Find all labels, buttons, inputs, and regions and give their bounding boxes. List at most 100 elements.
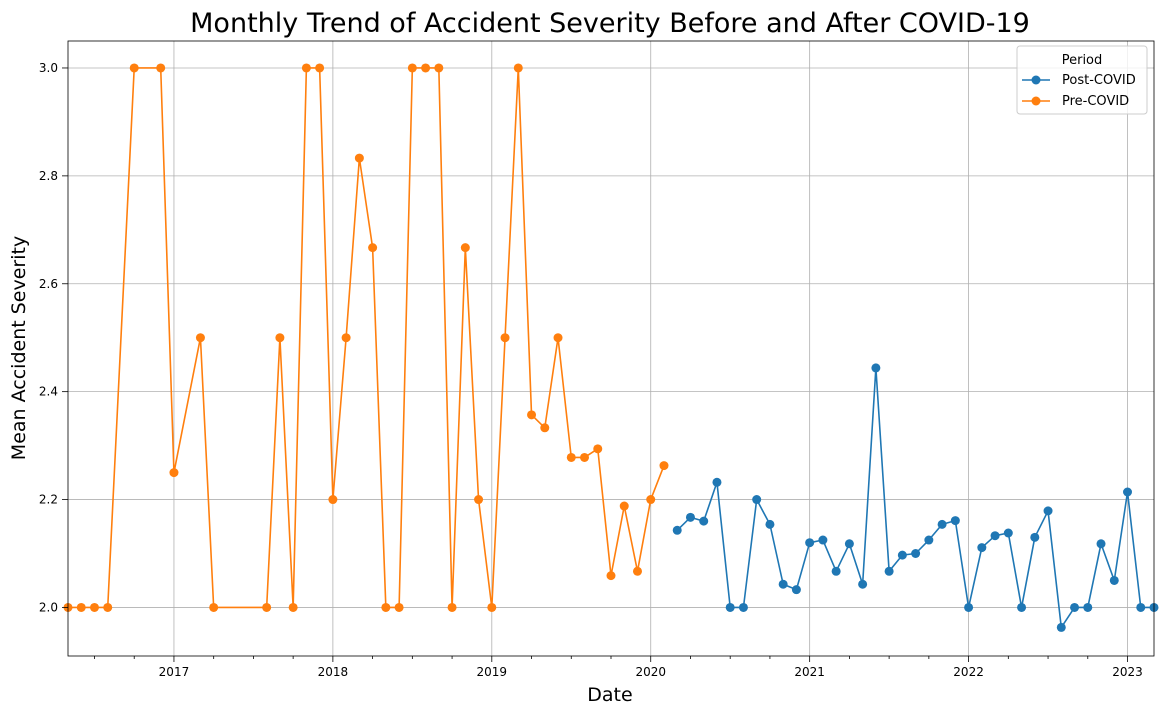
data-point-pre-covid: [447, 602, 457, 612]
data-point-post-covid: [1083, 602, 1093, 612]
x-axis-label: Date: [587, 684, 632, 706]
data-point-post-covid: [1136, 602, 1146, 612]
y-axis: 2.0 2.2 2.4 2.6 2.8 3.0: [39, 61, 68, 614]
data-point-pre-covid: [209, 602, 219, 612]
data-point-post-covid: [858, 579, 868, 589]
data-point-pre-covid: [275, 333, 285, 343]
data-point-post-covid: [765, 519, 775, 529]
data-point-pre-covid: [341, 333, 351, 343]
data-point-pre-covid: [407, 63, 417, 73]
data-point-pre-covid: [474, 495, 484, 505]
data-point-pre-covid: [500, 333, 510, 343]
data-point-post-covid: [752, 495, 762, 505]
data-point-post-covid: [1003, 528, 1013, 538]
data-point-post-covid: [937, 519, 947, 529]
data-point-post-covid: [778, 579, 788, 589]
data-point-pre-covid: [328, 495, 338, 505]
data-point-post-covid: [699, 516, 709, 526]
data-point-post-covid: [950, 516, 960, 526]
legend-title: Period: [1062, 53, 1103, 68]
data-point-pre-covid: [513, 63, 523, 73]
data-point-post-covid: [1123, 487, 1133, 497]
data-point-pre-covid: [368, 243, 378, 253]
data-point-pre-covid: [156, 63, 166, 73]
data-point-pre-covid: [129, 63, 139, 73]
legend: Period Post-COVID Pre-COVID: [1016, 45, 1148, 115]
data-point-post-covid: [1070, 602, 1080, 612]
data-point-pre-covid: [566, 452, 576, 462]
data-point-post-covid: [1030, 532, 1040, 542]
data-point-pre-covid: [580, 452, 590, 462]
data-point-pre-covid: [354, 153, 364, 163]
data-point-pre-covid: [593, 444, 603, 454]
x-tick-label: 2018: [318, 665, 349, 679]
grid: [68, 41, 1154, 656]
data-point-post-covid: [871, 363, 881, 373]
data-point-post-covid: [831, 566, 841, 576]
data-point-pre-covid: [460, 243, 470, 253]
data-point-post-covid: [805, 538, 815, 548]
data-point-post-covid: [1109, 575, 1119, 585]
data-point-post-covid: [672, 525, 682, 535]
data-point-pre-covid: [646, 495, 656, 505]
data-point-pre-covid: [195, 333, 205, 343]
data-point-post-covid: [1096, 539, 1106, 549]
legend-box: [1016, 45, 1148, 115]
x-tick-label: 2017: [159, 665, 190, 679]
data-point-post-covid: [712, 477, 722, 487]
data-point-post-covid: [977, 543, 987, 553]
y-axis-label: Mean Accident Severity: [8, 236, 30, 460]
data-point-pre-covid: [659, 461, 669, 471]
legend-label-pre-covid: Pre-COVID: [1062, 94, 1129, 109]
data-point-post-covid: [725, 602, 735, 612]
data-point-pre-covid: [315, 63, 325, 73]
x-tick-label: 2021: [794, 665, 825, 679]
x-tick-label: 2019: [477, 665, 508, 679]
y-tick-label: 2.6: [39, 277, 58, 291]
data-point-pre-covid: [434, 63, 444, 73]
data-point-post-covid: [818, 535, 828, 545]
data-point-pre-covid: [103, 602, 113, 612]
data-point-post-covid: [1056, 622, 1066, 632]
data-point-pre-covid: [394, 602, 404, 612]
data-point-pre-covid: [76, 602, 86, 612]
data-point-pre-covid: [619, 501, 629, 511]
data-point-pre-covid: [527, 410, 537, 420]
data-point-post-covid: [911, 549, 921, 558]
data-point-post-covid: [1017, 602, 1027, 612]
y-tick-label: 2.2: [39, 493, 58, 507]
data-point-post-covid: [1043, 506, 1053, 516]
data-point-pre-covid: [262, 602, 272, 612]
data-point-pre-covid: [606, 571, 616, 581]
y-tick-label: 2.4: [39, 385, 58, 399]
data-point-post-covid: [844, 539, 854, 549]
data-point-post-covid: [897, 550, 907, 560]
data-point-post-covid: [791, 585, 801, 595]
series-layer: [63, 63, 1159, 632]
data-point-post-covid: [884, 566, 894, 576]
data-point-pre-covid: [540, 423, 550, 433]
data-point-pre-covid: [288, 602, 298, 612]
x-axis: 2017 2018 2019 2020 2021 2022 2023: [94, 656, 1143, 679]
data-point-post-covid: [964, 602, 974, 612]
data-point-pre-covid: [169, 468, 179, 478]
x-tick-label: 2022: [953, 665, 984, 679]
plot-background: [68, 41, 1154, 656]
data-point-pre-covid: [553, 333, 563, 343]
data-point-pre-covid: [381, 602, 391, 612]
y-tick-label: 2.0: [39, 600, 58, 614]
data-point-pre-covid: [487, 602, 497, 612]
chart-title: Monthly Trend of Accident Severity Befor…: [190, 8, 1030, 39]
data-point-pre-covid: [89, 602, 99, 612]
data-point-post-covid: [685, 512, 695, 522]
x-tick-label: 2023: [1112, 665, 1143, 679]
data-point-pre-covid: [632, 566, 642, 576]
legend-label-post-covid: Post-COVID: [1062, 73, 1136, 88]
data-point-pre-covid: [421, 63, 431, 73]
data-point-pre-covid: [301, 63, 311, 73]
legend-marker-pre-covid: [1031, 96, 1041, 106]
legend-marker-post-covid: [1031, 75, 1041, 85]
data-point-post-covid: [924, 535, 934, 545]
y-tick-label: 3.0: [39, 61, 58, 75]
